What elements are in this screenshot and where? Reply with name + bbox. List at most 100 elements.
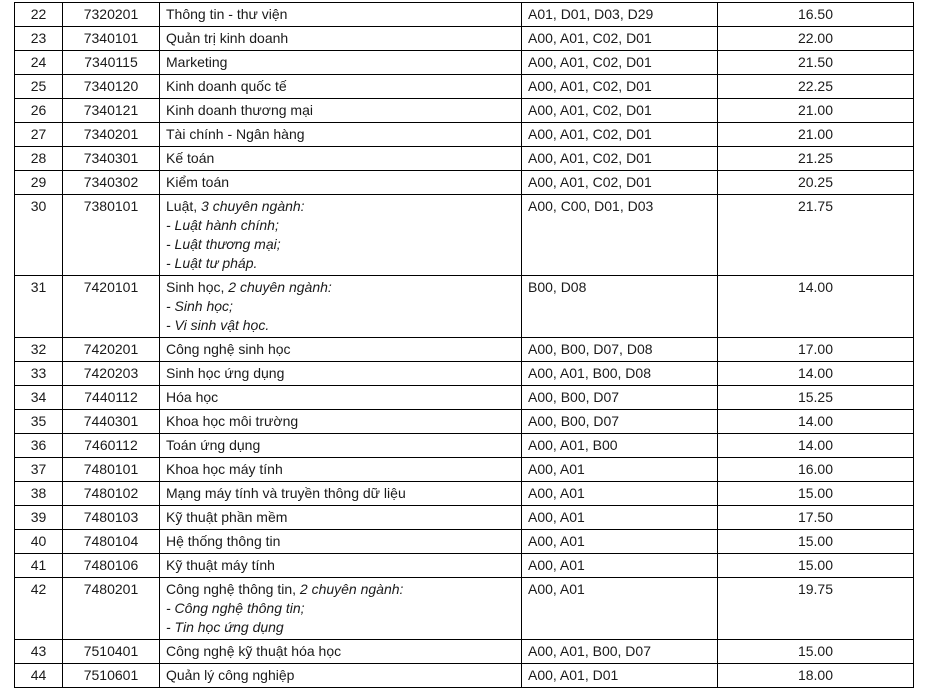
admission-score: 18.00 <box>717 663 914 688</box>
row-number: 36 <box>14 433 63 458</box>
program-code: 7340120 <box>62 74 160 99</box>
admission-score: 17.50 <box>717 505 914 530</box>
admission-score: 21.25 <box>717 146 914 171</box>
program-name-cell: Công nghệ sinh học <box>159 337 522 362</box>
program-code: 7340302 <box>62 170 160 195</box>
program-name: Quản trị kinh doanh <box>166 30 289 46</box>
program-code: 7420201 <box>62 337 160 362</box>
program-code: 7510401 <box>62 639 160 664</box>
subject-combinations: A00, A01, C02, D01 <box>521 74 718 99</box>
program-code: 7480101 <box>62 457 160 482</box>
admission-score: 14.00 <box>717 433 914 458</box>
specialization-item: - Công nghệ thông tin; <box>166 600 305 616</box>
table-row: 23 7340101 Quản trị kinh doanh A00, A01, C0… <box>14 26 914 51</box>
subject-combinations: A00, B00, D07 <box>521 409 718 434</box>
program-name: Toán ứng dụng <box>166 437 261 453</box>
program-name-cell: Tài chính - Ngân hàng <box>159 122 522 147</box>
program-name-cell: Kiểm toán <box>159 170 522 195</box>
table-row: 42 7480201 Công nghệ thông tin, 2 chuyên n… <box>14 577 914 640</box>
specialization-count: 3 chuyên ngành: <box>201 198 305 214</box>
program-name: Quản lý công nghiệp <box>166 667 295 683</box>
admission-score: 15.25 <box>717 385 914 410</box>
program-name: Marketing <box>166 54 228 70</box>
row-number: 29 <box>14 170 63 195</box>
program-name-cell: Khoa học máy tính <box>159 457 522 482</box>
table-row: 33 7420203 Sinh học ứng dụng A00, A01, B00,… <box>14 361 914 386</box>
program-code: 7510601 <box>62 663 160 688</box>
program-name-cell: Kế toán <box>159 146 522 171</box>
row-number: 34 <box>14 385 63 410</box>
admission-score: 14.00 <box>717 275 914 338</box>
table-row: 44 7510601 Quản lý công nghiệp A00, A01, D0… <box>14 663 914 688</box>
row-number: 33 <box>14 361 63 386</box>
program-name: Kinh doanh thương mại <box>166 102 313 118</box>
program-code: 7420101 <box>62 275 160 338</box>
subject-combinations: A00, A01 <box>521 553 718 578</box>
program-code: 7480106 <box>62 553 160 578</box>
table-row: 36 7460112 Toán ứng dụng A00, A01, B00 14.00 <box>14 433 914 458</box>
row-number: 43 <box>14 639 63 664</box>
subject-combinations: A00, B00, D07, D08 <box>521 337 718 362</box>
table-row: 24 7340115 Marketing A00, A01, C02, D01 21.5… <box>14 50 914 75</box>
admission-score: 21.00 <box>717 122 914 147</box>
program-name: Sinh học ứng dụng <box>166 365 285 381</box>
row-number: 22 <box>14 2 63 27</box>
row-number: 24 <box>14 50 63 75</box>
program-name-cell: Marketing <box>159 50 522 75</box>
table-row: 22 7320201 Thông tin - thư viện A01, D01, D… <box>14 2 914 27</box>
row-number: 40 <box>14 529 63 554</box>
program-name-cell: Công nghệ kỹ thuật hóa học <box>159 639 522 664</box>
program-code: 7380101 <box>62 194 160 276</box>
subject-combinations: A00, A01, B00, D08 <box>521 361 718 386</box>
row-number: 27 <box>14 122 63 147</box>
table-row: 31 7420101 Sinh học, 2 chuyên ngành: - Sinh… <box>14 275 914 338</box>
subject-combinations: A00, A01, D01 <box>521 663 718 688</box>
row-number: 28 <box>14 146 63 171</box>
row-number: 32 <box>14 337 63 362</box>
program-name-cell: Kỹ thuật phần mềm <box>159 505 522 530</box>
table-row: 34 7440112 Hóa học A00, B00, D07 15.25 <box>14 385 914 410</box>
program-name-cell: Quản lý công nghiệp <box>159 663 522 688</box>
row-number: 31 <box>14 275 63 338</box>
admission-score: 20.25 <box>717 170 914 195</box>
table-row: 30 7380101 Luật, 3 chuyên ngành: - Luật hàn… <box>14 194 914 276</box>
program-name: Kinh doanh quốc tế <box>166 78 287 94</box>
row-number: 30 <box>14 194 63 276</box>
specialization-item: - Sinh học; <box>166 298 233 314</box>
subject-combinations: A00, A01 <box>521 457 718 482</box>
subject-combinations: A00, A01 <box>521 481 718 506</box>
admission-score: 15.00 <box>717 481 914 506</box>
table-row: 37 7480101 Khoa học máy tính A00, A01 16.00 <box>14 457 914 482</box>
admission-score: 16.00 <box>717 457 914 482</box>
program-name: Tài chính - Ngân hàng <box>166 126 305 142</box>
specialization-count: 2 chuyên ngành: <box>228 279 332 295</box>
program-code: 7340115 <box>62 50 160 75</box>
subject-combinations: A00, A01, C02, D01 <box>521 146 718 171</box>
subject-combinations: A00, C00, D01, D03 <box>521 194 718 276</box>
admission-scores-table: 22 7320201 Thông tin - thư viện A01, D01, D… <box>14 2 914 688</box>
admission-score: 21.75 <box>717 194 914 276</box>
admission-score: 19.75 <box>717 577 914 640</box>
program-name: Hệ thống thông tin <box>166 533 281 549</box>
subject-combinations: B00, D08 <box>521 275 718 338</box>
program-code: 7440112 <box>62 385 160 410</box>
subject-combinations: A00, A01, C02, D01 <box>521 26 718 51</box>
program-name: Mạng máy tính và truyền thông dữ liệu <box>166 485 406 501</box>
program-name-cell: Kinh doanh quốc tế <box>159 74 522 99</box>
program-name: Công nghệ kỹ thuật hóa học <box>166 643 342 659</box>
program-code: 7340301 <box>62 146 160 171</box>
subject-combinations: A00, A01, B00, D07 <box>521 639 718 664</box>
specialization-item: - Luật thương mại; <box>166 236 281 252</box>
program-name-cell: Hóa học <box>159 385 522 410</box>
program-name: Hóa học <box>166 389 219 405</box>
admission-score: 14.00 <box>717 409 914 434</box>
subject-combinations: A00, A01, B00 <box>521 433 718 458</box>
subject-combinations: A00, A01 <box>521 505 718 530</box>
program-name: Khoa học máy tính <box>166 461 283 477</box>
admission-score: 21.50 <box>717 50 914 75</box>
program-name: Sinh học, <box>166 279 229 295</box>
admission-score: 14.00 <box>717 361 914 386</box>
program-name-cell: Toán ứng dụng <box>159 433 522 458</box>
specialization-item: - Luật tư pháp. <box>166 255 258 271</box>
program-name-cell: Sinh học, 2 chuyên ngành: - Sinh học; - Vi… <box>159 275 522 338</box>
